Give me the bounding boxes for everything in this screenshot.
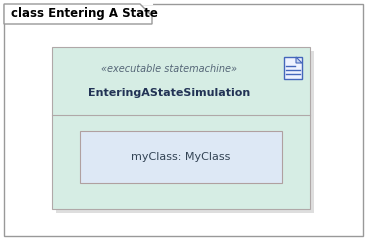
- Text: EnteringAStateSimulation: EnteringAStateSimulation: [88, 88, 250, 98]
- Text: myClass: MyClass: myClass: MyClass: [131, 152, 231, 162]
- Bar: [56, 51, 314, 213]
- Text: class Entering A State: class Entering A State: [11, 7, 158, 20]
- Polygon shape: [4, 4, 152, 24]
- Bar: [284, 57, 302, 79]
- Bar: [80, 131, 282, 183]
- Bar: [52, 47, 310, 209]
- Polygon shape: [296, 57, 302, 63]
- Text: «executable statemachine»: «executable statemachine»: [101, 64, 237, 74]
